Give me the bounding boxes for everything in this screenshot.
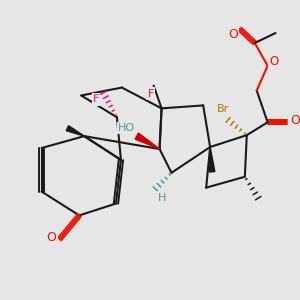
Text: Br: Br [217,104,229,114]
Polygon shape [209,147,215,172]
Text: F: F [93,94,99,104]
Polygon shape [135,133,160,149]
Text: O: O [290,114,300,127]
Text: O: O [269,55,278,68]
Text: H: H [158,193,167,202]
Text: O: O [228,28,238,40]
Text: F: F [148,88,154,98]
Polygon shape [66,126,84,136]
Text: O: O [46,231,56,244]
Text: HO: HO [118,123,135,133]
